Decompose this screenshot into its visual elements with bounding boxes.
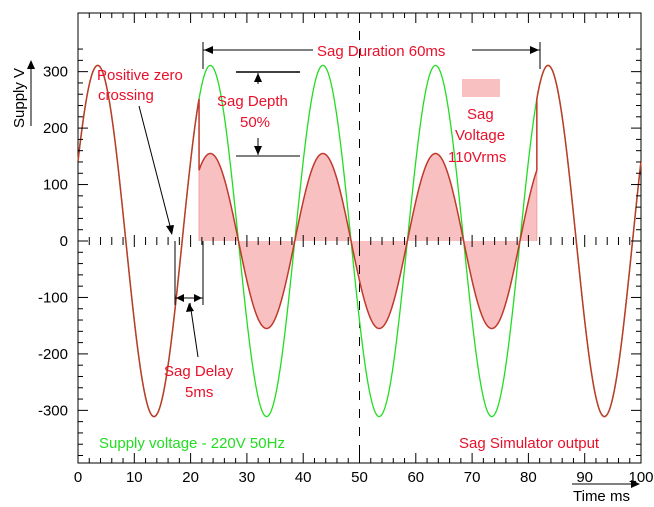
sag-delay-arrowhead-right — [194, 294, 202, 302]
sag-depth-arrowhead-top — [254, 73, 262, 82]
x-axis: 0 10 20 30 40 50 60 70 80 90 100 — [74, 13, 654, 486]
legend-supply: Supply voltage - 220V 50Hz — [99, 435, 285, 452]
sag-delay-pointer-head — [186, 303, 194, 312]
y-axis: -300 -200 -100 0 100 200 300 — [38, 48, 641, 457]
sag-voltage-label-line2: Voltage — [455, 127, 505, 144]
x-tick-label: 0 — [74, 469, 82, 486]
x-tick-label: 50 — [351, 469, 368, 486]
x-tick-label: 40 — [295, 469, 312, 486]
x-tick-label: 70 — [464, 469, 481, 486]
sag-depth-arrowhead-bottom — [254, 146, 262, 155]
sag-duration-label: Sag Duration 60ms — [317, 43, 445, 60]
y-tick-label: 100 — [43, 177, 68, 194]
sag-duration-arrowhead-right — [530, 46, 539, 54]
x-tick-label: 10 — [126, 469, 143, 486]
x-tick-label: 30 — [239, 469, 256, 486]
zero-crossing-arrowhead — [166, 225, 174, 235]
x-axis-title: Time ms — [573, 488, 630, 505]
sag-output-line — [77, 64, 642, 418]
y-axis-arrow-head — [27, 60, 35, 69]
y-tick-label: 200 — [43, 120, 68, 137]
y-tick-label: -300 — [38, 402, 68, 419]
y-tick-label: 300 — [43, 64, 68, 81]
sag-duration-arrowhead-left — [204, 46, 213, 54]
sag-fill-path — [199, 153, 537, 329]
x-tick-label: 60 — [407, 469, 424, 486]
sag-depth-label-line2: 50% — [240, 114, 270, 131]
x-axis-arrow-head — [631, 480, 640, 488]
sag-delay-pointer — [189, 302, 199, 358]
zero-line-ticks — [88, 235, 631, 247]
sag-depth-label-line1: Sag Depth — [217, 93, 288, 110]
sag-voltage-label-line3: 110Vrms — [448, 149, 506, 166]
sag-delay-arrowhead-left — [176, 294, 184, 302]
sag-delay-label-line1: Sag Delay — [164, 363, 234, 380]
y-axis-title: Supply V — [11, 68, 28, 128]
sag-voltage-swatch — [462, 79, 500, 97]
zero-crossing-pointer — [138, 105, 171, 227]
y-tick-label: -200 — [38, 346, 68, 363]
x-tick-label: 90 — [576, 469, 593, 486]
y-tick-label: 0 — [60, 233, 68, 250]
y-tick-label: -100 — [38, 289, 68, 306]
zero-crossing-label-line2: crossing — [98, 87, 154, 104]
x-tick-label: 80 — [520, 469, 537, 486]
legend-output: Sag Simulator output — [459, 435, 600, 452]
zero-crossing-label-line1: Positive zero — [97, 67, 183, 84]
sag-delay-label-line2: 5ms — [185, 384, 213, 401]
sag-voltage-label-line1: Sag — [467, 106, 494, 123]
x-tick-label: 20 — [182, 469, 199, 486]
